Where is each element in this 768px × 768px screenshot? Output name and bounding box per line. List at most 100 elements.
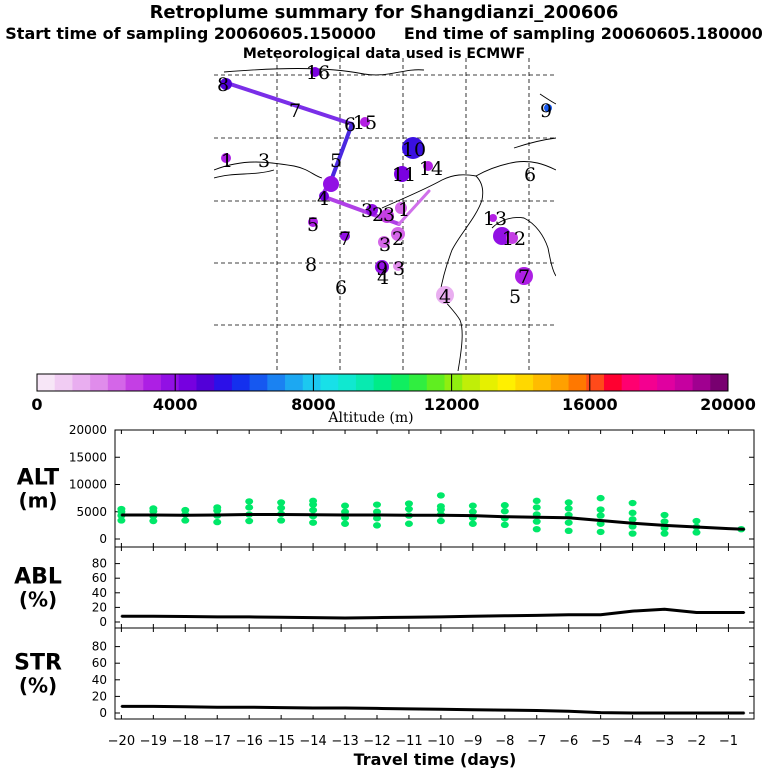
alt-scatter-point bbox=[372, 522, 381, 529]
alt-data-point bbox=[376, 514, 378, 516]
colorbar-cell bbox=[107, 374, 127, 391]
x-tick-label: −6 bbox=[559, 734, 578, 749]
alt-scatter-point bbox=[628, 509, 637, 517]
colorbar-cell bbox=[54, 374, 73, 391]
alt-panel: 0 5000 10000 15000 20000 ALT(m) bbox=[17, 425, 755, 548]
str-data-point bbox=[472, 708, 474, 711]
str-data-point bbox=[120, 705, 123, 708]
y-tick-label: 40 bbox=[92, 673, 107, 687]
x-tick-label: −8 bbox=[495, 734, 514, 749]
colorbar-cell bbox=[214, 374, 233, 391]
day-marker-label: 1 bbox=[398, 199, 410, 221]
alt-data-point bbox=[535, 516, 538, 518]
colorbar-cell bbox=[479, 374, 499, 391]
alt-scatter-point bbox=[309, 519, 318, 526]
str-data-point bbox=[312, 707, 314, 709]
travel-time-axis: −20 −19 −18 −17 −16 −15 −14 −13 −12 −11 −10 −9 −8 −7−… bbox=[108, 734, 738, 768]
day-marker-label: 15 bbox=[353, 112, 377, 134]
trajectory-segment bbox=[330, 122, 354, 180]
alt-data-point bbox=[567, 516, 570, 519]
day-marker-label: 3 bbox=[379, 234, 391, 256]
abl-data-point bbox=[248, 616, 250, 618]
colorbar-label: Altitude (m) bbox=[327, 410, 413, 426]
alt-scatter-point bbox=[596, 512, 605, 519]
colorbar-cell bbox=[409, 374, 428, 391]
str-data-point bbox=[216, 706, 219, 708]
plume-centroid-dot bbox=[340, 231, 350, 241]
y-tick-label: 20000 bbox=[69, 425, 107, 437]
abl-data-point bbox=[312, 616, 314, 619]
colorbar-cell bbox=[320, 374, 339, 391]
x-tick-label: −12 bbox=[363, 734, 390, 749]
colorbar-tick-label: 0 bbox=[31, 395, 42, 414]
day-marker-label: 6 bbox=[344, 114, 356, 136]
abl-data-point bbox=[535, 614, 538, 617]
alt-scatter-point bbox=[660, 530, 669, 537]
alt-scatter-point bbox=[309, 497, 318, 505]
alt-data-point bbox=[312, 513, 314, 516]
plume-centroid-dot bbox=[515, 267, 533, 285]
plume-centroid-dot bbox=[380, 209, 394, 223]
abl-data-point bbox=[631, 610, 634, 612]
colorbar-tick-label: 4000 bbox=[153, 395, 198, 414]
y-tick-label: 0 bbox=[99, 706, 107, 720]
colorbar-cell bbox=[37, 374, 56, 391]
alt-data-point bbox=[440, 514, 442, 517]
colorbar-cell bbox=[426, 374, 446, 391]
alt-scatter-point bbox=[596, 494, 605, 502]
str-data-point bbox=[599, 711, 602, 714]
y-tick-label: 20 bbox=[92, 600, 107, 614]
day-marker-label: 8 bbox=[305, 254, 317, 276]
alt-scatter-point bbox=[372, 501, 381, 508]
abl-data-point bbox=[567, 613, 570, 616]
plume-centroid-dot bbox=[489, 214, 497, 222]
str-data-point bbox=[184, 705, 187, 708]
x-tick-label: −20 bbox=[108, 734, 135, 749]
colorbar-cell bbox=[568, 374, 587, 391]
alt-data-point bbox=[743, 528, 746, 530]
map-coastlines bbox=[214, 68, 556, 371]
x-tick-label: −18 bbox=[172, 734, 199, 749]
plume-centroid-dot bbox=[391, 227, 405, 241]
plume-centroid-dot bbox=[423, 161, 433, 171]
day-marker-label: 6 bbox=[524, 164, 536, 186]
str-data-point bbox=[248, 706, 250, 708]
plume-centroid-dot bbox=[393, 261, 403, 271]
colorbar-cell bbox=[161, 374, 180, 391]
day-marker-label: 5 bbox=[330, 150, 342, 172]
y-axis-unit-label: (%) bbox=[19, 674, 57, 698]
day-marker-label: 16 bbox=[306, 62, 330, 84]
abl-data-point bbox=[695, 611, 698, 614]
alt-data-point bbox=[631, 522, 634, 524]
colorbar-cell bbox=[355, 374, 375, 391]
trajectory-segment bbox=[222, 80, 354, 126]
colorbar-cell bbox=[231, 374, 251, 391]
colorbar-cell bbox=[285, 374, 304, 391]
y-tick-label: 0 bbox=[99, 615, 107, 629]
y-axis-label: ALT bbox=[17, 466, 59, 491]
abl-data-point bbox=[743, 611, 746, 614]
day-marker-label: 10 bbox=[402, 139, 426, 161]
plume-centroid-dot bbox=[395, 202, 407, 214]
x-tick-label: −10 bbox=[427, 734, 454, 749]
x-tick-label: −19 bbox=[140, 734, 167, 749]
alt-scatter-point bbox=[564, 499, 573, 506]
alt-scatter-point bbox=[660, 511, 669, 519]
alt-data-point bbox=[344, 514, 346, 516]
alt-data-point bbox=[184, 514, 187, 517]
abl-data-point bbox=[280, 616, 282, 619]
alt-scatter-point bbox=[564, 505, 573, 512]
plume-centroid-dot bbox=[378, 236, 390, 248]
colorbar-cell bbox=[90, 374, 109, 391]
day-marker-label: 12 bbox=[502, 228, 526, 250]
alt-scatter-point bbox=[117, 517, 126, 524]
alt-data-point bbox=[248, 513, 250, 516]
colorbar-tick-label: 8000 bbox=[291, 395, 336, 414]
y-tick-label: 10000 bbox=[69, 478, 107, 492]
alt-scatter-point bbox=[660, 518, 669, 525]
y-axis-label: ABL bbox=[14, 565, 62, 590]
colorbar-cell bbox=[657, 374, 676, 391]
str-data-point bbox=[567, 710, 570, 713]
